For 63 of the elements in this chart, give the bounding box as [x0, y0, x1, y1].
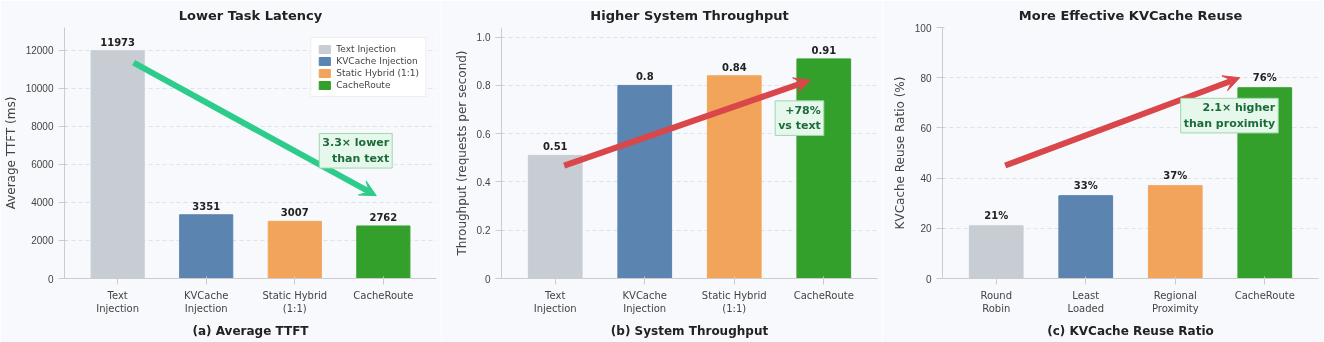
bar: [1058, 195, 1114, 279]
y-tick-label: 1.0: [476, 32, 491, 44]
data-label: 37%: [1163, 169, 1188, 181]
data-label: 21%: [984, 209, 1009, 221]
data-label: 33%: [1073, 179, 1098, 191]
y-tick-label: 0: [47, 273, 54, 285]
y-tick-label: 8000: [31, 121, 54, 133]
data-label: 0.8: [635, 71, 654, 83]
y-tick-label: 60: [920, 122, 932, 134]
x-tick-label: Static Hybrid (1:1): [262, 289, 328, 314]
y-tick-label: 0.2: [476, 225, 491, 237]
data-label: 76%: [1252, 71, 1277, 83]
data-label: 0.51: [542, 141, 568, 153]
y-axis-title: Throughput (requests per second): [454, 50, 469, 257]
x-tick-label: CacheRoute: [793, 289, 854, 301]
legend-label: KVCache Injection: [336, 56, 418, 66]
y-tick-label: 0.8: [476, 80, 491, 92]
y-tick-label: 0.4: [476, 176, 491, 188]
chart-title: More Effective KVCache Reuse: [1018, 7, 1243, 23]
x-tick-label: KVCache Injection: [183, 289, 229, 314]
text: (b) System Throughput: [610, 323, 769, 338]
y-tick-label: 6000: [31, 159, 54, 171]
y-tick-label: 10000: [25, 83, 54, 95]
y-tick-label: 0.6: [476, 128, 491, 140]
chart-title: Higher System Throughput: [590, 7, 789, 23]
legend-label: Static Hybrid (1:1): [336, 68, 419, 78]
y-tick-label: 0: [484, 273, 491, 285]
x-tick-label: Least Loaded: [1067, 289, 1104, 314]
annotation: 2.1× higher than proximity: [1183, 101, 1276, 130]
y-tick-label: 12000: [25, 45, 54, 57]
data-label: 11973: [100, 36, 136, 48]
data-label: 3007: [280, 207, 309, 219]
y-tick-label: 4000: [31, 197, 54, 209]
y-tick-label: 40: [920, 173, 932, 185]
annotation: +78% vs text: [778, 103, 821, 133]
x-tick-label: Round Robin: [980, 289, 1013, 314]
y-tick-label: 2000: [31, 235, 54, 247]
y-axis-title: Average TTFT (ms): [3, 96, 18, 210]
y-tick-label: 80: [920, 72, 932, 84]
data-label: 3351: [192, 200, 221, 212]
y-tick-label: 100: [914, 22, 932, 34]
x-tick-label: KVCache Injection: [622, 289, 667, 314]
y-tick-label: 20: [920, 223, 932, 235]
y-tick-label: 0: [925, 273, 932, 285]
x-tick-label: Regional Proximity: [1151, 289, 1199, 314]
text: (c) KVCache Reuse Ratio: [1047, 323, 1214, 338]
text: (a) Average TTFT: [192, 323, 310, 338]
data-label: 0.84: [721, 61, 747, 73]
x-tick-label: Static Hybrid (1:1): [701, 289, 767, 314]
y-axis-title: KVCache Reuse Ratio (%): [892, 76, 907, 230]
x-tick-label: Text Injection: [96, 289, 140, 314]
x-tick-label: CacheRoute: [353, 289, 414, 301]
annotation: 3.3× lower than text: [322, 136, 390, 166]
chart-title: Lower Task Latency: [178, 7, 323, 23]
bar: [1147, 185, 1203, 279]
bar: [706, 75, 762, 279]
legend-label: Text Injection: [336, 44, 396, 54]
legend-label: CacheRoute: [336, 80, 391, 90]
data-label: 2762: [369, 211, 398, 223]
data-label: 0.91: [811, 44, 837, 56]
bar: [617, 84, 673, 279]
x-tick-label: Text Injection: [533, 289, 577, 314]
x-tick-label: CacheRoute: [1234, 289, 1295, 301]
